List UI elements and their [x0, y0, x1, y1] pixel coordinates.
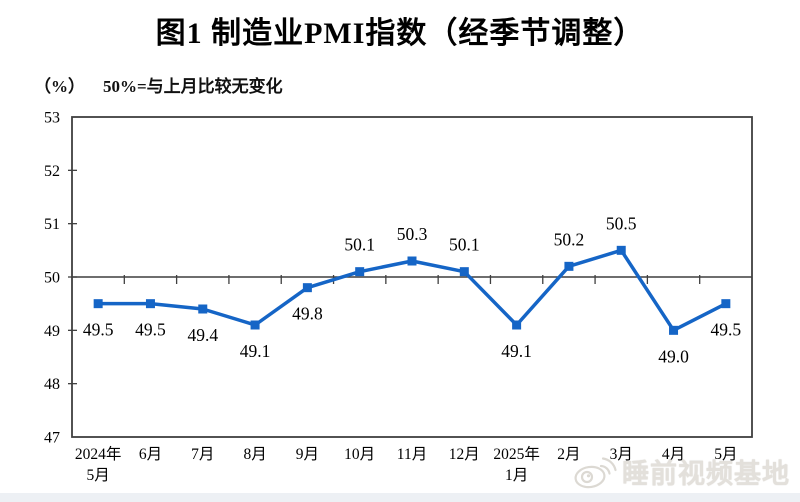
y-tick-label: 53 — [44, 110, 60, 127]
x-tick-label: 6月 — [139, 446, 162, 463]
x-tick-label: 9月 — [296, 446, 319, 463]
pmi-line-chart: 47 48 49 50 51 52 53 2024年 5月 6月 7月 8月 9月 10月 11月 12月 20… — [44, 110, 753, 484]
x-tick-label: 4月 — [662, 446, 685, 463]
x-tick-label: 11月 — [397, 446, 427, 463]
value-label: 49.4 — [187, 325, 218, 345]
y-tick-label: 49 — [44, 323, 60, 340]
data-point — [302, 283, 312, 293]
data-point — [145, 299, 155, 309]
value-label: 50.2 — [554, 229, 585, 249]
value-label: 49.5 — [83, 320, 114, 340]
bottom-strip — [0, 493, 800, 502]
data-point — [355, 267, 365, 277]
x-tick-label: 5月 — [87, 467, 110, 484]
x-tick-label: 2月 — [557, 446, 580, 463]
y-tick-label: 47 — [44, 430, 60, 447]
x-tick-label: 2024年 — [75, 445, 122, 463]
y-tick-label: 48 — [44, 376, 60, 393]
value-label: 49.5 — [135, 320, 166, 340]
value-label: 49.5 — [711, 320, 742, 340]
y-tick-label: 52 — [44, 163, 60, 180]
data-point — [198, 304, 208, 314]
x-tick-label: 1月 — [505, 467, 528, 484]
data-point — [564, 261, 574, 271]
chart-subtitle: （%） 50%=与上月比较无变化 — [34, 72, 283, 97]
value-label: 49.1 — [240, 341, 271, 361]
x-tick-label: 10月 — [344, 446, 375, 463]
data-point — [721, 299, 731, 309]
data-point — [512, 320, 522, 330]
value-label: 49.8 — [292, 304, 323, 324]
value-label: 50.3 — [397, 224, 428, 244]
value-label: 50.1 — [449, 235, 480, 255]
value-label: 49.1 — [501, 341, 532, 361]
y-tick-label: 51 — [44, 216, 60, 233]
value-label: 49.0 — [658, 346, 689, 366]
value-label: 50.5 — [606, 213, 637, 233]
data-point — [93, 299, 103, 309]
value-label: 50.1 — [344, 235, 375, 255]
x-tick-label: 8月 — [243, 446, 266, 463]
x-tick-label: 5月 — [714, 446, 737, 463]
chart-area: 47 48 49 50 51 52 53 2024年 5月 6月 7月 8月 9月 10月 11月 12月 20… — [0, 105, 800, 495]
data-point — [250, 320, 260, 330]
y-axis-unit-label: （%） — [34, 77, 85, 96]
data-point — [669, 325, 679, 335]
y-tick-label: 50 — [44, 270, 60, 287]
x-tick-label: 3月 — [610, 446, 633, 463]
data-point — [616, 245, 626, 255]
x-tick-label: 2025年 — [493, 445, 540, 463]
data-point — [459, 267, 469, 277]
reference-note: 50%=与上月比较无变化 — [103, 77, 283, 96]
x-tick-label: 7月 — [191, 446, 214, 463]
chart-title: 图1 制造业PMI指数（经季节调整） — [155, 17, 645, 50]
data-point — [407, 256, 417, 266]
x-tick-label: 12月 — [449, 446, 480, 463]
